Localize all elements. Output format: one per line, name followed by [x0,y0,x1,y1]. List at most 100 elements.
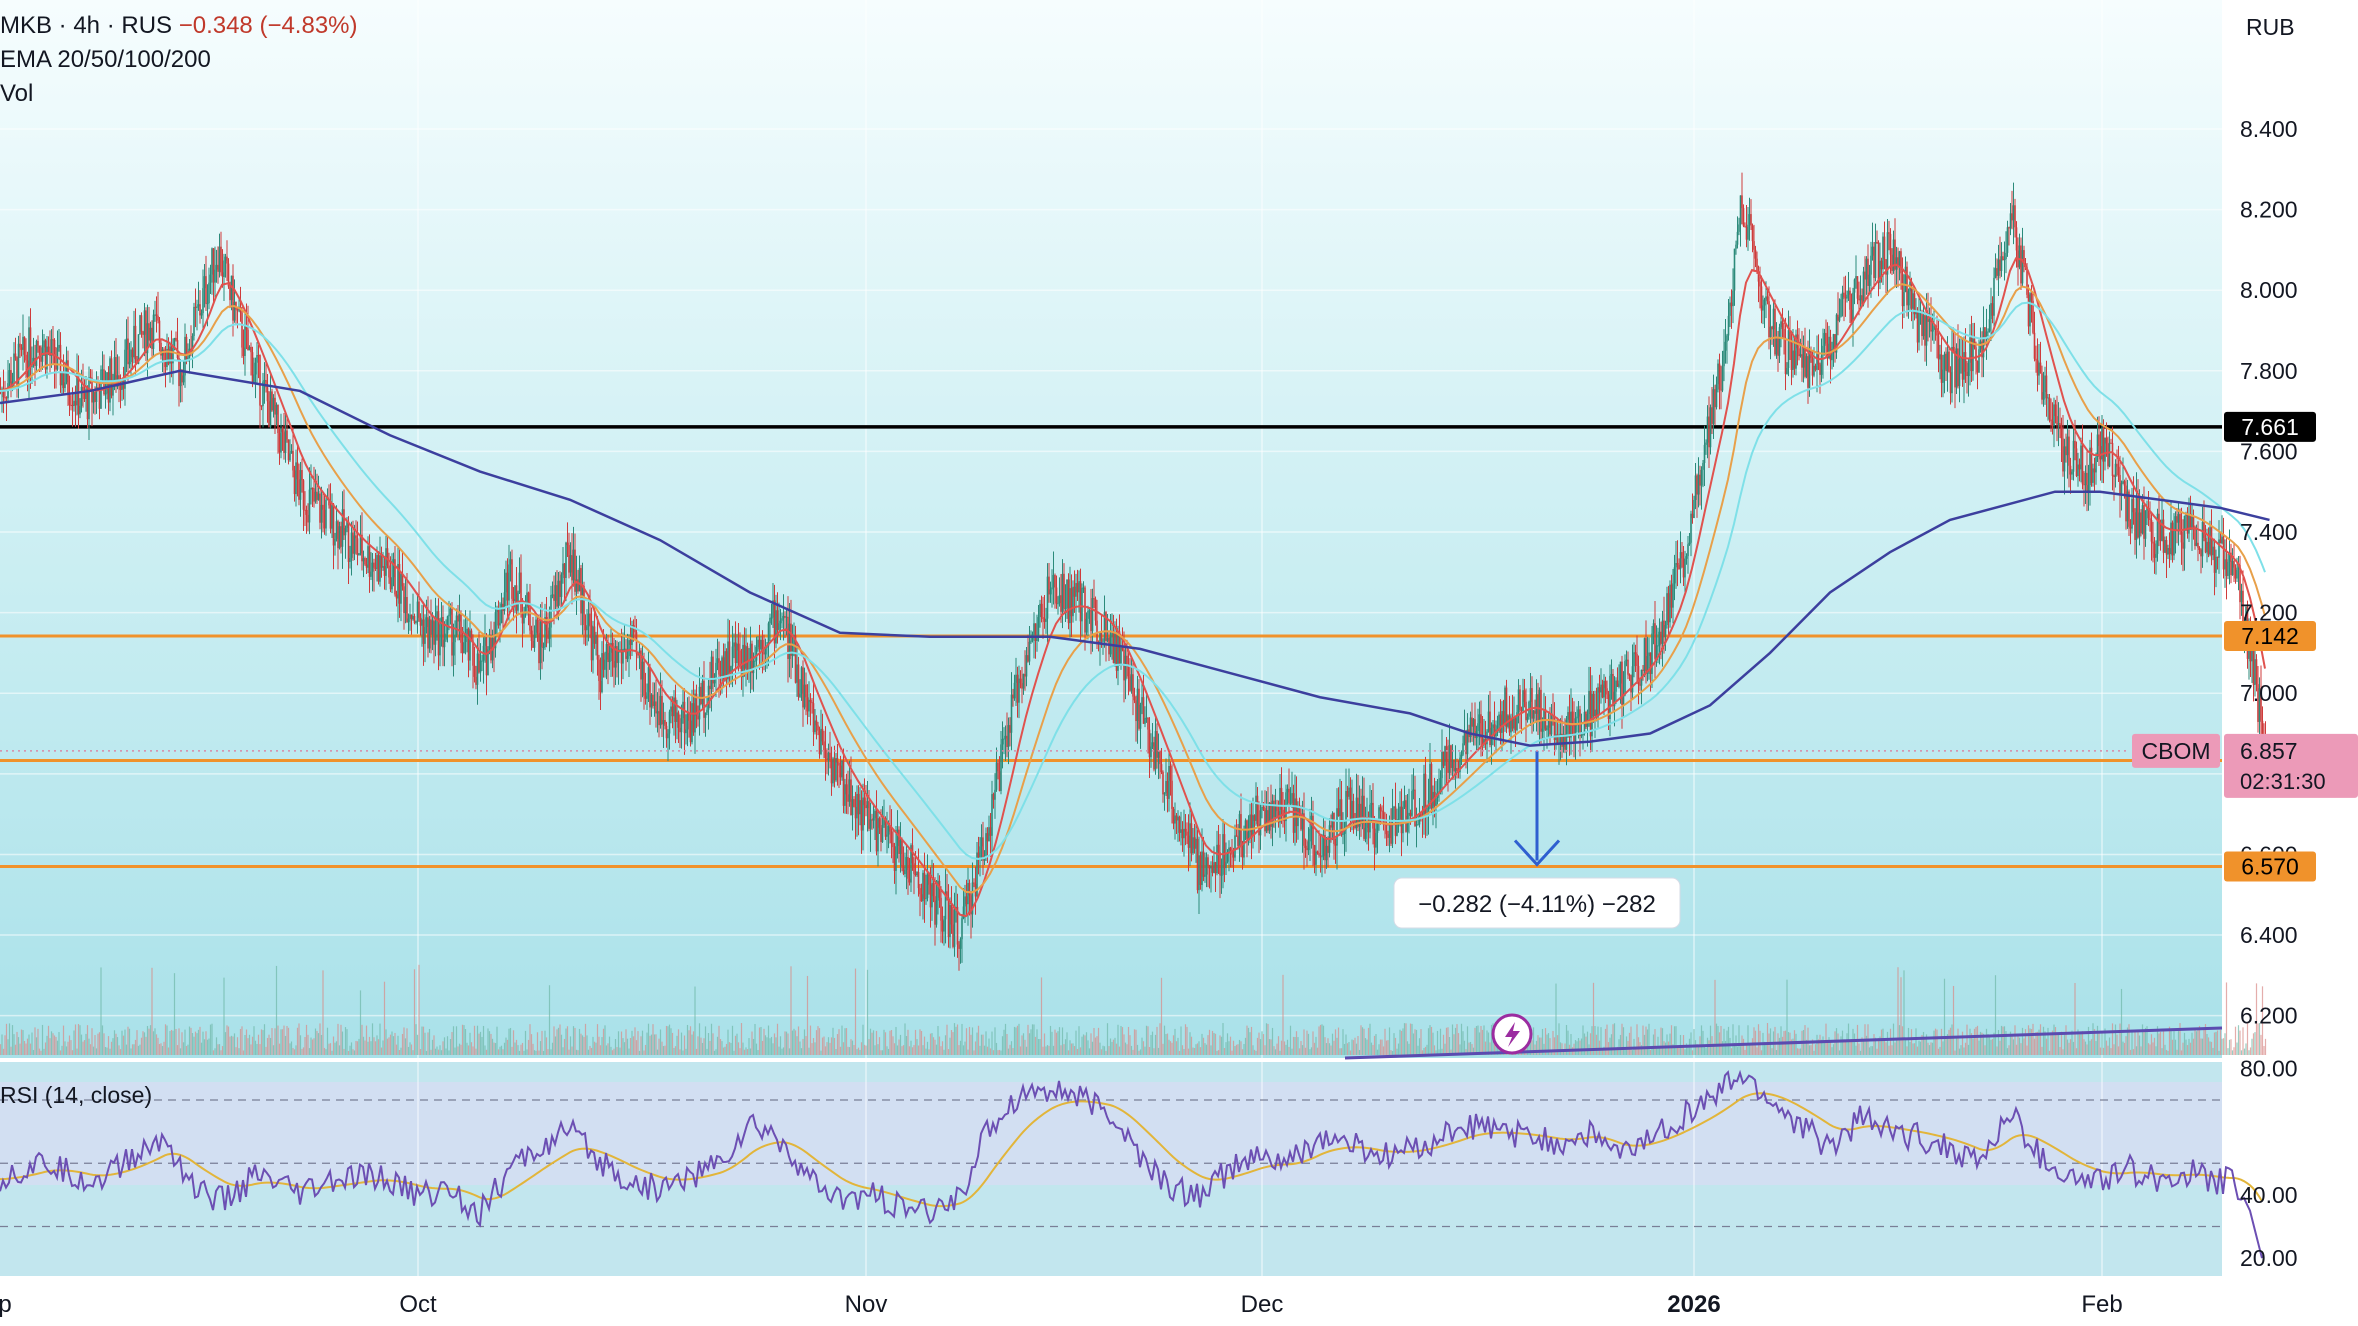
candle-body [1073,586,1076,597]
candle-body [1024,673,1026,677]
candle-body [818,730,821,754]
volume-bar [79,1025,81,1055]
candle-body [1150,746,1152,758]
candle-body [655,701,657,714]
candle-body [431,620,434,635]
volume-bar [2003,1026,2006,1055]
candle-body [1981,341,1983,358]
candle-body [728,641,731,674]
candle-body [733,642,735,647]
volume-bar [679,1049,681,1055]
candle-body [1496,725,1499,730]
volume-bar [1654,1029,1656,1055]
vol-legend[interactable]: Vol [0,80,34,107]
volume-bar [844,1028,846,1055]
candle-body [1280,787,1283,810]
volume-bar [2041,1046,2043,1055]
volume-bar [898,1039,900,1055]
volume-bar [1883,1039,1886,1055]
volume-bar [878,1037,881,1055]
volume-bar [2117,1046,2120,1055]
candle-body [1561,733,1563,747]
volume-bar [1927,1042,1929,1055]
candle-body [1196,838,1199,891]
candle-body [800,667,803,694]
volume-bar [302,1047,305,1055]
candle-body [1501,711,1503,733]
candle-body [557,580,560,607]
candle-body [19,343,21,348]
ema-legend[interactable]: EMA 20/50/100/200 [0,46,211,73]
candle-body [1046,576,1049,619]
volume-bar [187,1044,189,1055]
candle-body [2038,362,2040,376]
volume-bar [923,1036,926,1055]
rsi-legend[interactable]: RSI (14, close) [0,1082,153,1108]
volume-bar [860,1042,863,1055]
horizontal-levels[interactable] [0,425,2222,869]
volume-bar [2237,1025,2240,1055]
candle-body [1598,687,1601,693]
candle-body [1384,820,1386,823]
candle-body [301,470,303,481]
candle-body [590,625,593,661]
candle-body [194,306,197,308]
rsi-tick-label: 40.00 [2240,1182,2298,1208]
currency-label[interactable]: RUB [2246,14,2295,40]
candle-body [2026,266,2028,295]
candle-body [1012,694,1014,699]
candle-body [709,685,711,690]
volume-bar [1084,1035,1086,1055]
candle-body [544,616,546,647]
candle-body [1634,652,1637,655]
volume-bar [1814,1044,1817,1055]
candle-body [139,315,141,335]
volume-bar [448,1050,450,1055]
volume-bar [1885,1042,1887,1055]
measure-tool[interactable]: −0.282 (−4.11%) −282 [1393,750,1681,929]
volume-bar [440,1050,443,1055]
volume-bar [380,1047,383,1055]
volume-bar [278,1043,281,1055]
candle-body [860,800,863,831]
volume-bar [985,1031,987,1055]
volume-bar [1219,1035,1221,1055]
volume-bar [2207,1037,2210,1055]
volume-bar [1813,1050,1815,1055]
candle-body [131,349,134,358]
candle-body [1261,807,1263,811]
candle-body [1646,656,1649,674]
candle-body [380,555,383,568]
candle-body [943,919,945,932]
grid-lines [0,0,2222,1276]
trend-line[interactable] [1344,1013,2223,1060]
volume-bar [1312,1031,1314,1055]
volume-bar [274,1028,276,1055]
volume-bar [806,975,809,1055]
volume-bar [1616,1046,1619,1055]
candle-body [223,260,225,278]
candle-body [1045,618,1047,622]
candle-body [587,613,590,627]
candle-body [820,728,822,754]
volume-bar [1861,1037,1863,1055]
candle-body [530,630,533,641]
volume-bar [1376,1049,1379,1055]
volume-bar [484,1045,486,1055]
candle-body [2033,332,2036,359]
volume-bar [1399,1029,1401,1055]
candle-body [2036,360,2039,376]
symbol-legend[interactable]: MKB · 4h · RUS −0.348 (−4.83%) [0,12,358,40]
candle-body [286,430,288,440]
candle-body [604,659,606,670]
candle-body [1336,808,1338,846]
volume-bar [2050,1032,2052,1055]
volume-bar [305,1024,308,1055]
price-tick-label: 7.000 [2240,680,2298,706]
candle-body [1190,823,1193,854]
volume-bar [128,1028,131,1055]
candle-body [788,623,791,659]
candle-body [586,626,588,631]
candle-body [829,752,831,761]
